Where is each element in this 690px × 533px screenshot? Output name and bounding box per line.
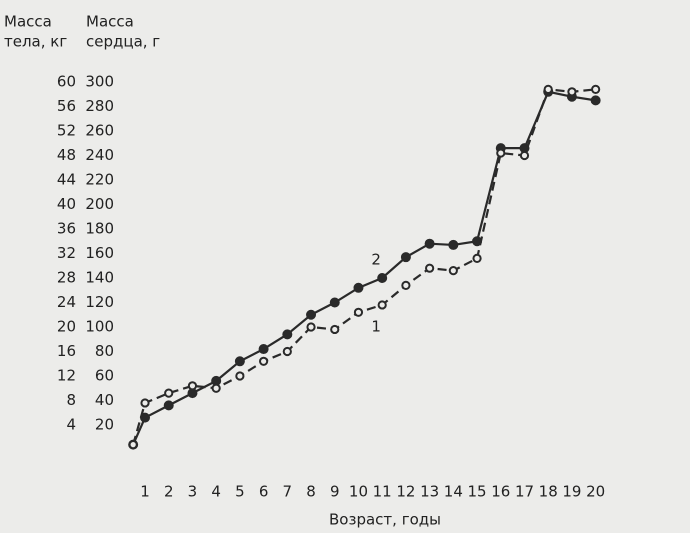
y-axis-title: Масса [86, 13, 134, 31]
y2-tick-label: 16 [57, 342, 76, 360]
data-point [353, 307, 364, 317]
y2-tick-label: 60 [57, 73, 76, 91]
y-tick-label: 140 [85, 269, 114, 287]
x-tick-label: 8 [306, 483, 316, 501]
series-label: 1 [371, 317, 381, 335]
y2-tick-label: 20 [57, 318, 76, 336]
x-tick-label: 19 [562, 483, 581, 501]
y2-tick-label: 28 [57, 269, 76, 287]
x-tick-label: 17 [515, 483, 534, 501]
x-tick-label: 4 [211, 483, 221, 501]
x-tick-label: 10 [349, 483, 368, 501]
x-tick-label: 20 [586, 483, 605, 501]
data-point [472, 253, 482, 263]
data-point [330, 324, 340, 335]
data-point [211, 383, 221, 393]
y2-tick-label: 32 [57, 244, 76, 262]
data-point [591, 84, 601, 94]
x-tick-label: 11 [373, 483, 392, 501]
x-tick-label: 14 [444, 483, 463, 501]
data-point [496, 148, 506, 158]
data-point [329, 297, 340, 308]
y-tick-label: 100 [85, 318, 114, 336]
x-axis-title: Возраст, годы [329, 511, 441, 529]
y-tick-label: 80 [95, 342, 114, 360]
y2-tick-label: 48 [57, 146, 76, 164]
x-tick-label: 5 [235, 483, 245, 501]
data-point [282, 329, 293, 340]
y2-tick-label: 4 [66, 416, 76, 434]
y-tick-label: 220 [85, 171, 114, 189]
y2-tick-label: 24 [57, 293, 76, 311]
x-tick-label: 15 [468, 483, 487, 501]
data-point [377, 273, 388, 283]
y-axis-title: сердца, г [86, 33, 160, 51]
y2-axis-title: тела, кг [4, 33, 67, 51]
data-point [259, 356, 269, 366]
y-tick-label: 280 [85, 97, 114, 115]
x-tick-label: 9 [330, 483, 340, 501]
data-point [448, 266, 458, 276]
data-point [353, 282, 364, 293]
y-tick-label: 240 [85, 146, 114, 164]
data-point [567, 87, 577, 97]
data-point [400, 252, 411, 263]
y-tick-label: 180 [85, 220, 114, 238]
data-point [448, 239, 459, 250]
data-point [306, 322, 316, 332]
x-tick-label: 1 [140, 483, 150, 501]
x-tick-label: 18 [539, 483, 558, 501]
y2-tick-label: 52 [57, 122, 76, 140]
data-point [543, 84, 553, 94]
x-tick-label: 16 [491, 483, 510, 501]
x-tick-label: 13 [420, 483, 439, 501]
y-tick-label: 20 [95, 416, 114, 434]
data-point [164, 388, 174, 398]
y2-tick-label: 56 [57, 97, 76, 115]
x-tick-label: 2 [164, 483, 174, 501]
y2-tick-label: 36 [57, 220, 76, 238]
x-tick-label: 6 [259, 483, 269, 501]
data-point [401, 280, 411, 290]
data-point [590, 95, 601, 106]
series-label: 2 [371, 251, 381, 269]
x-tick-label: 12 [396, 483, 415, 501]
y-tick-label: 40 [95, 391, 114, 409]
data-point [163, 400, 174, 411]
y2-tick-label: 8 [66, 391, 76, 409]
data-point [519, 150, 530, 161]
data-point [140, 398, 150, 408]
data-point [424, 238, 435, 249]
data-point [128, 440, 138, 450]
y2-tick-label: 12 [57, 367, 76, 385]
y-tick-label: 200 [85, 195, 114, 213]
y-tick-label: 60 [95, 367, 114, 385]
y2-tick-label: 40 [57, 195, 76, 213]
data-point [234, 356, 245, 367]
y2-tick-label: 44 [57, 171, 76, 189]
data-point [377, 300, 387, 310]
x-tick-label: 7 [283, 483, 293, 501]
y2-axis-title: Масса [4, 13, 52, 31]
y-tick-label: 300 [85, 73, 114, 91]
data-point [187, 381, 198, 391]
data-point [306, 309, 317, 320]
y-tick-label: 260 [85, 122, 114, 140]
data-point [235, 371, 245, 381]
data-point [425, 263, 435, 273]
data-point [282, 346, 292, 357]
x-tick-label: 3 [188, 483, 198, 501]
data-point [258, 344, 269, 355]
y-tick-label: 120 [85, 293, 114, 311]
y-tick-label: 160 [85, 244, 114, 262]
